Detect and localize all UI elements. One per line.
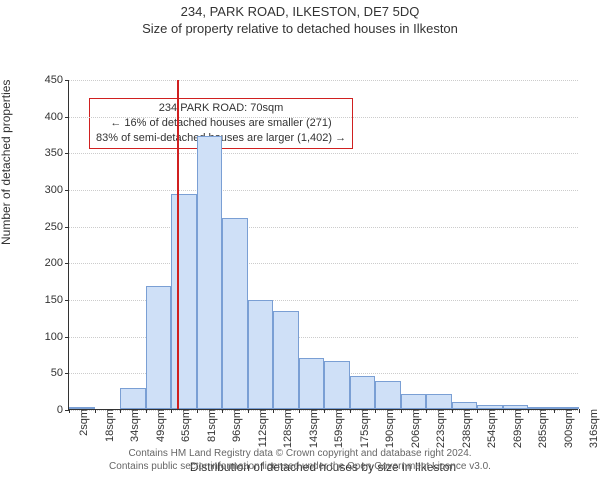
x-tick-label: 81sqm xyxy=(200,409,218,442)
x-tick-mark xyxy=(248,409,249,413)
histogram-bar xyxy=(146,286,172,409)
property-size-marker-line xyxy=(177,80,179,409)
footer-line-1: Contains HM Land Registry data © Crown c… xyxy=(0,448,600,461)
x-tick-label: 300sqm xyxy=(557,409,575,448)
x-tick-label: 285sqm xyxy=(531,409,549,448)
x-tick-mark xyxy=(401,409,402,413)
x-tick-mark xyxy=(197,409,198,413)
x-tick-mark xyxy=(95,409,96,413)
histogram-bar xyxy=(452,402,478,409)
histogram-bar xyxy=(375,381,401,409)
x-tick-mark xyxy=(69,409,70,413)
histogram-bar xyxy=(401,394,427,409)
address-title: 234, PARK ROAD, ILKESTON, DE7 5DQ xyxy=(0,0,600,19)
y-tick-label: 300 xyxy=(45,184,69,196)
annotation-line-1: 234 PARK ROAD: 70sqm xyxy=(96,101,346,116)
gridline xyxy=(69,80,578,81)
x-tick-label: 2sqm xyxy=(72,409,90,436)
histogram-bar xyxy=(299,358,325,409)
x-tick-mark xyxy=(452,409,453,413)
histogram-bar xyxy=(171,194,197,409)
y-tick-label: 50 xyxy=(51,367,69,379)
x-tick-mark xyxy=(273,409,274,413)
x-tick-mark xyxy=(554,409,555,413)
x-tick-mark xyxy=(375,409,376,413)
x-tick-mark xyxy=(477,409,478,413)
y-tick-label: 450 xyxy=(45,74,69,86)
x-tick-label: 18sqm xyxy=(98,409,116,442)
x-tick-mark xyxy=(579,409,580,413)
x-tick-label: 34sqm xyxy=(123,409,141,442)
histogram-bar xyxy=(222,218,248,409)
footer-attribution: Contains HM Land Registry data © Crown c… xyxy=(0,448,600,473)
histogram-bar xyxy=(273,311,299,409)
x-tick-label: 269sqm xyxy=(506,409,524,448)
x-tick-label: 223sqm xyxy=(429,409,447,448)
x-tick-label: 190sqm xyxy=(378,409,396,448)
x-tick-mark xyxy=(350,409,351,413)
y-tick-label: 350 xyxy=(45,147,69,159)
y-tick-label: 150 xyxy=(45,294,69,306)
x-tick-label: 175sqm xyxy=(353,409,371,448)
y-tick-label: 200 xyxy=(45,257,69,269)
x-tick-mark xyxy=(146,409,147,413)
x-tick-mark xyxy=(222,409,223,413)
x-tick-mark xyxy=(528,409,529,413)
histogram-bar xyxy=(324,361,350,409)
x-tick-mark xyxy=(120,409,121,413)
x-tick-label: 238sqm xyxy=(455,409,473,448)
y-tick-label: 250 xyxy=(45,221,69,233)
y-tick-label: 400 xyxy=(45,111,69,123)
x-tick-label: 254sqm xyxy=(480,409,498,448)
x-tick-label: 49sqm xyxy=(149,409,167,442)
y-tick-label: 0 xyxy=(57,404,69,416)
plot-area: 234 PARK ROAD: 70sqm ← 16% of detached h… xyxy=(68,80,578,410)
histogram-bar xyxy=(120,388,146,409)
histogram-bar xyxy=(350,376,376,409)
y-tick-label: 100 xyxy=(45,331,69,343)
x-tick-label: 65sqm xyxy=(174,409,192,442)
x-tick-label: 316sqm xyxy=(582,409,600,448)
x-tick-mark xyxy=(426,409,427,413)
x-tick-mark xyxy=(324,409,325,413)
gridline xyxy=(69,190,578,191)
x-tick-label: 159sqm xyxy=(327,409,345,448)
gridline xyxy=(69,263,578,264)
subtitle: Size of property relative to detached ho… xyxy=(0,19,600,36)
annotation-line-2: ← 16% of detached houses are smaller (27… xyxy=(96,116,346,131)
footer-line-2: Contains public sector information licen… xyxy=(0,461,600,474)
x-tick-mark xyxy=(171,409,172,413)
x-tick-label: 96sqm xyxy=(225,409,243,442)
x-tick-label: 206sqm xyxy=(404,409,422,448)
histogram-bar xyxy=(426,394,452,409)
x-tick-mark xyxy=(299,409,300,413)
histogram-bar xyxy=(197,136,223,409)
x-tick-mark xyxy=(503,409,504,413)
gridline xyxy=(69,153,578,154)
gridline xyxy=(69,117,578,118)
histogram-bar xyxy=(248,300,274,409)
x-tick-label: 112sqm xyxy=(251,409,269,447)
y-axis-label: Number of detached properties xyxy=(0,80,13,245)
x-tick-label: 143sqm xyxy=(302,409,320,448)
gridline xyxy=(69,227,578,228)
x-tick-label: 128sqm xyxy=(276,409,294,448)
